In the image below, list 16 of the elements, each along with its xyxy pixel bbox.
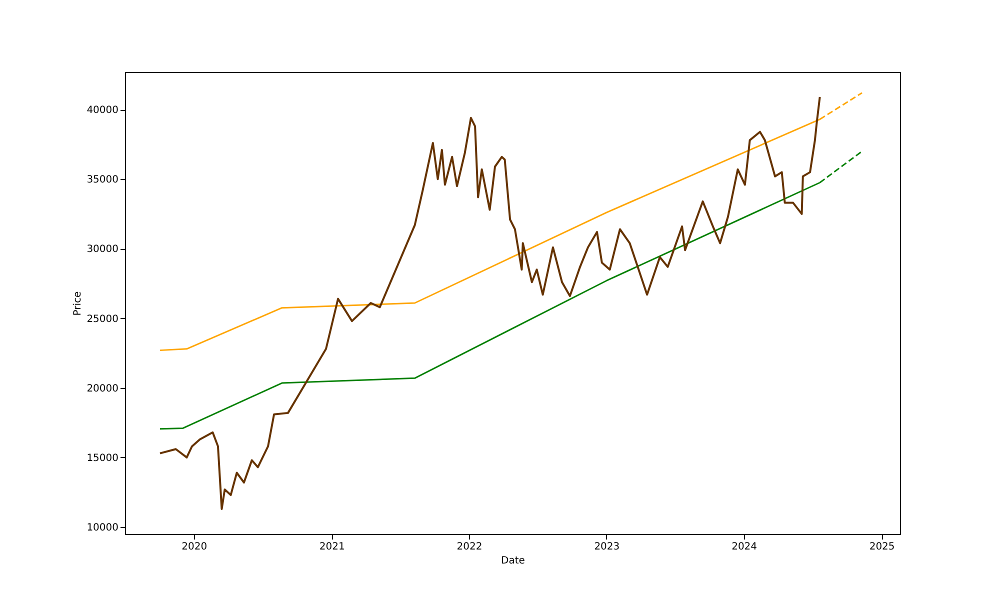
y-tick-label: 40000: [86, 105, 118, 116]
y-tick-label: 10000: [86, 522, 118, 534]
line-series: [159, 96, 821, 510]
x-tick-label: 2024: [732, 542, 758, 552]
y-tick-label: 30000: [86, 244, 118, 256]
x-axis-title: Date: [501, 556, 525, 566]
y-tick-label: 25000: [86, 314, 118, 325]
x-tick-label: 2020: [182, 542, 208, 552]
y-axis-title: Price: [72, 291, 84, 316]
y-tick-label: 20000: [86, 383, 118, 394]
x-tick-label: 2025: [869, 542, 895, 552]
x-tick-label: 2021: [319, 542, 345, 552]
x-tick-label: 2023: [594, 542, 620, 552]
x-tick-label: 2022: [456, 542, 482, 552]
y-tick-label: 35000: [86, 174, 118, 186]
y-tick-label: 15000: [86, 452, 118, 464]
